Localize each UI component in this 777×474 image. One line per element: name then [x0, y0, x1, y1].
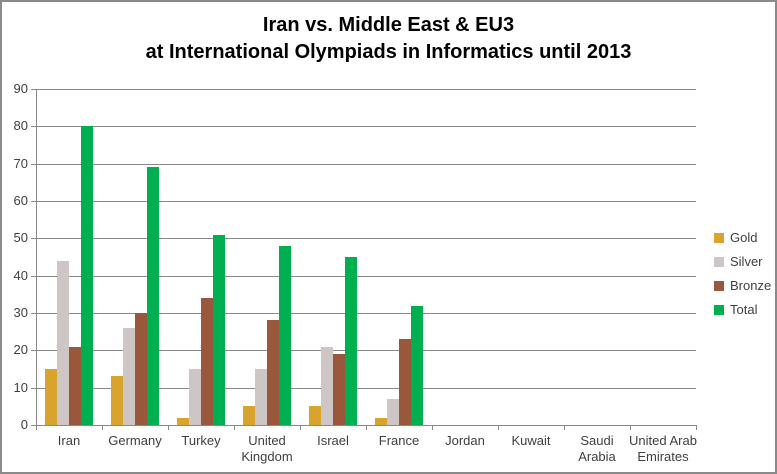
- bar-silver-germany: [123, 327, 135, 425]
- legend-item-gold: Gold: [714, 231, 774, 245]
- bar-gold-iran: [45, 369, 57, 425]
- chart-title-line2: at International Olympiads in Informatic…: [145, 41, 632, 63]
- x-axis-label-france: France: [378, 433, 420, 448]
- legend-item-total: Total: [714, 303, 774, 317]
- bar-total-germany: [147, 167, 159, 425]
- y-axis-label: 40: [13, 268, 28, 283]
- x-axis-label-turkey: Turkey: [181, 433, 221, 448]
- gridline: [36, 388, 696, 389]
- x-axis-label-united-arab-emirates: United Arab Emirates: [629, 433, 697, 464]
- chart-title: Iran vs. Middle East & EU3 at Internatio…: [2, 12, 775, 66]
- legend-label-total: Total: [730, 302, 758, 317]
- bar-gold-united-kingdom: [243, 406, 255, 425]
- bar-gold-israel: [309, 406, 321, 425]
- bar-gold-turkey: [177, 417, 189, 425]
- bar-bronze-germany: [135, 313, 147, 425]
- bar-total-france: [411, 305, 423, 425]
- y-axis-label: 80: [13, 118, 28, 133]
- x-axis-label-jordan: Jordan: [445, 433, 485, 448]
- gridline: [36, 164, 696, 165]
- x-axis-tick: [432, 425, 433, 430]
- y-axis-tick: [31, 238, 36, 239]
- x-axis-tick: [102, 425, 103, 430]
- x-axis-label-israel: Israel: [317, 433, 349, 448]
- bar-total-turkey: [213, 234, 225, 425]
- bar-gold-germany: [111, 376, 123, 425]
- y-axis-tick: [31, 425, 36, 426]
- y-axis-label: 10: [13, 380, 28, 395]
- gridline: [36, 313, 696, 314]
- bar-silver-turkey: [189, 369, 201, 425]
- legend-label-bronze: Bronze: [730, 278, 772, 293]
- y-axis-label: 50: [13, 230, 28, 245]
- bar-bronze-united-kingdom: [267, 320, 279, 425]
- gridline: [36, 350, 696, 351]
- y-axis-label: 60: [13, 193, 28, 208]
- y-axis-label: 70: [13, 156, 28, 171]
- legend-label-silver: Silver: [730, 254, 763, 269]
- y-axis-label: 90: [13, 81, 28, 96]
- y-axis-tick: [31, 350, 36, 351]
- y-axis-label: 30: [13, 305, 28, 320]
- chart-title-line1: Iran vs. Middle East & EU3: [262, 14, 515, 36]
- legend-item-bronze: Bronze: [714, 279, 774, 293]
- y-axis-tick: [31, 201, 36, 202]
- bar-bronze-israel: [333, 354, 345, 425]
- x-axis-label-united-kingdom: United Kingdom: [241, 433, 293, 464]
- gridline: [36, 126, 696, 127]
- y-axis-label: 0: [20, 417, 28, 432]
- y-axis-tick: [31, 313, 36, 314]
- y-axis-tick: [31, 388, 36, 389]
- legend-swatch-total: [714, 305, 724, 315]
- bar-gold-france: [375, 417, 387, 425]
- legend-item-silver: Silver: [714, 255, 774, 269]
- legend-swatch-silver: [714, 257, 724, 267]
- bar-bronze-france: [399, 339, 411, 425]
- x-axis-tick: [696, 425, 697, 430]
- bar-total-iran: [81, 126, 93, 425]
- y-axis-tick: [31, 126, 36, 127]
- bar-bronze-iran: [69, 346, 81, 425]
- x-axis-tick: [36, 425, 37, 430]
- x-axis-tick: [366, 425, 367, 430]
- gridline: [36, 238, 696, 239]
- y-axis-tick: [31, 89, 36, 90]
- bar-silver-france: [387, 398, 399, 425]
- x-axis-tick: [168, 425, 169, 430]
- y-axis-tick: [31, 164, 36, 165]
- y-axis-line: [36, 89, 37, 426]
- bar-silver-iran: [57, 260, 69, 425]
- gridline: [36, 201, 696, 202]
- legend-swatch-bronze: [714, 281, 724, 291]
- x-axis-label-germany: Germany: [108, 433, 162, 448]
- y-axis-label: 20: [13, 342, 28, 357]
- bar-total-united-kingdom: [279, 245, 291, 425]
- y-axis-tick: [31, 276, 36, 277]
- x-axis-tick: [498, 425, 499, 430]
- legend-label-gold: Gold: [730, 230, 758, 245]
- bar-total-israel: [345, 257, 357, 425]
- x-axis-tick: [300, 425, 301, 430]
- x-axis-label-saudi-arabia: Saudi Arabia: [578, 433, 616, 464]
- x-axis-tick: [564, 425, 565, 430]
- x-axis-tick: [630, 425, 631, 430]
- x-axis-label-iran: Iran: [57, 433, 81, 448]
- legend-swatch-gold: [714, 233, 724, 243]
- gridline: [36, 89, 696, 90]
- x-axis-tick: [234, 425, 235, 430]
- bar-silver-israel: [321, 346, 333, 425]
- gridline: [36, 276, 696, 277]
- bar-silver-united-kingdom: [255, 369, 267, 425]
- x-axis-label-kuwait: Kuwait: [511, 433, 551, 448]
- bar-bronze-turkey: [201, 298, 213, 425]
